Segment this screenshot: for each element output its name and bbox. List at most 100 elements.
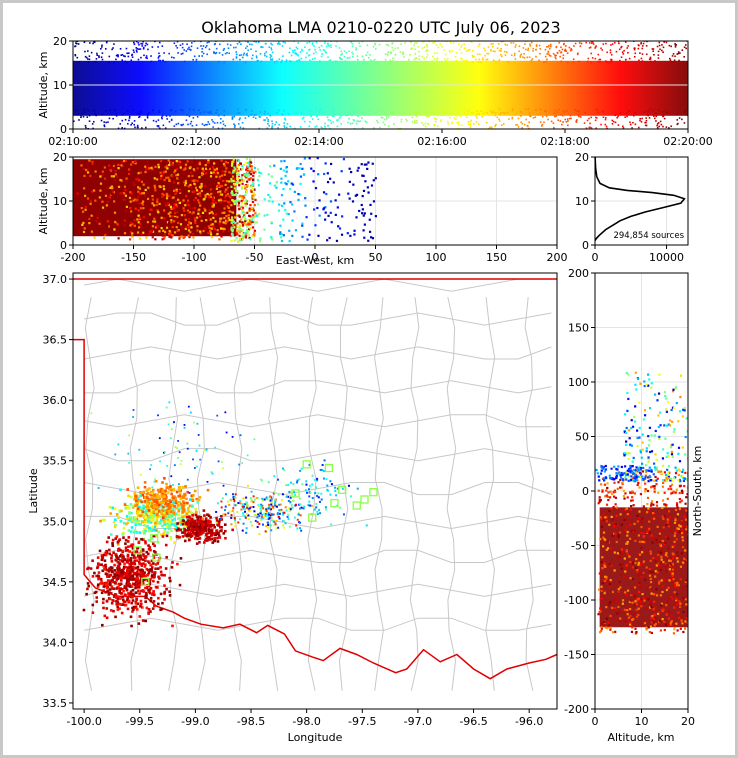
source-point: [98, 56, 100, 59]
source-point: [154, 216, 157, 219]
source-point: [202, 523, 205, 526]
source-point: [483, 47, 485, 50]
source-point: [246, 454, 249, 457]
source-point: [134, 160, 137, 163]
source-point: [256, 60, 259, 62]
source-point: [247, 162, 250, 165]
source-point: [205, 533, 208, 537]
source-point: [121, 165, 124, 168]
source-point: [91, 190, 94, 193]
source-point: [119, 576, 122, 580]
source-point: [370, 184, 374, 187]
source-point: [242, 513, 245, 516]
source-point: [658, 125, 660, 128]
source-point: [293, 190, 296, 193]
source-point: [190, 226, 193, 229]
source-point: [186, 534, 189, 538]
source-point: [255, 55, 258, 57]
source-point: [151, 496, 154, 499]
source-point: [170, 522, 174, 526]
source-point: [261, 497, 264, 500]
source-point: [400, 118, 403, 121]
source-point: [136, 584, 139, 587]
source-point: [244, 516, 247, 519]
source-point: [228, 503, 231, 506]
source-point: [95, 574, 98, 578]
source-point: [299, 51, 302, 53]
source-point: [278, 512, 281, 515]
source-point: [309, 110, 312, 112]
x-axis-label: East-West, km: [276, 254, 354, 267]
source-point: [315, 502, 318, 505]
source-point: [285, 60, 288, 63]
source-point: [105, 121, 107, 124]
source-point: [220, 529, 223, 532]
source-point: [146, 552, 150, 556]
source-point: [467, 110, 470, 113]
source-point: [236, 225, 239, 228]
source-point: [139, 602, 143, 606]
source-point: [144, 194, 147, 197]
source-point: [654, 112, 657, 114]
source-point: [469, 48, 471, 51]
source-point: [290, 503, 293, 506]
source-point: [368, 218, 371, 221]
source-point: [465, 113, 467, 116]
source-point: [544, 60, 547, 63]
source-point: [503, 50, 506, 53]
source-point: [154, 563, 158, 566]
source-point: [296, 527, 299, 530]
source-point: [305, 483, 308, 486]
source-point: [238, 518, 241, 521]
source-point: [117, 127, 120, 129]
source-point: [230, 185, 233, 188]
source-point: [241, 221, 244, 224]
source-point: [106, 200, 110, 203]
source-point: [163, 584, 166, 587]
source-point: [498, 118, 500, 120]
source-point: [676, 119, 679, 121]
source-point: [592, 43, 595, 45]
source-point: [123, 576, 127, 580]
source-point: [137, 209, 140, 212]
source-point: [141, 579, 145, 583]
source-point: [144, 505, 147, 509]
source-point: [193, 527, 196, 530]
source-point: [140, 507, 143, 510]
source-point: [158, 127, 161, 129]
source-point: [204, 528, 207, 532]
source-point: [284, 42, 287, 44]
source-point: [293, 210, 296, 213]
source-point: [88, 58, 91, 61]
source-point: [159, 487, 163, 491]
source-point: [386, 43, 389, 46]
source-point: [270, 58, 272, 61]
source-point: [150, 559, 154, 563]
source-point: [187, 229, 191, 232]
source-point: [240, 176, 243, 179]
source-point: [103, 518, 106, 522]
source-point: [210, 227, 213, 230]
source-point: [223, 173, 226, 176]
source-point: [135, 199, 138, 202]
source-point: [288, 51, 291, 54]
source-point: [181, 46, 184, 49]
source-point: [214, 220, 217, 223]
source-point: [630, 529, 634, 533]
source-point: [147, 608, 151, 611]
source-point: [134, 162, 137, 165]
source-point: [646, 530, 649, 533]
source-point: [242, 224, 245, 227]
source-point: [149, 548, 152, 552]
source-point: [116, 598, 120, 601]
source-point: [196, 216, 199, 219]
source-point: [330, 46, 332, 49]
source-point: [206, 167, 210, 170]
source-point: [112, 164, 116, 167]
source-point: [271, 505, 274, 508]
source-point: [87, 61, 90, 63]
source-point: [221, 211, 224, 214]
source-point: [165, 192, 169, 196]
time-tick-label: 02:14:00: [294, 135, 343, 148]
source-point: [539, 48, 542, 50]
